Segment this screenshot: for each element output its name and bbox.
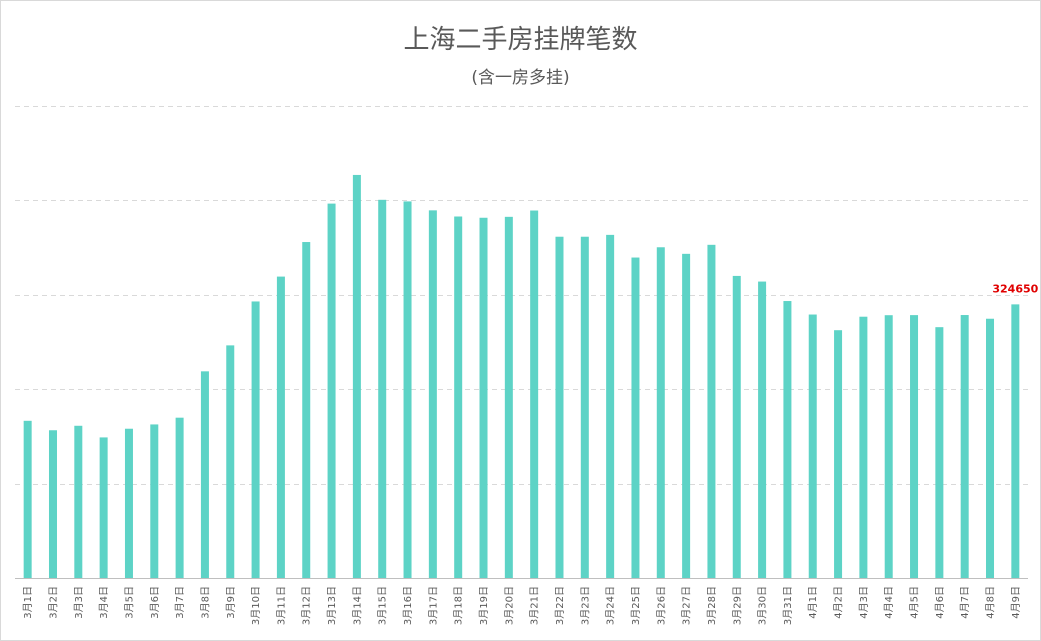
x-tick-label: 3月1日 — [22, 586, 34, 619]
x-tick-label: 3月16日 — [402, 586, 414, 625]
x-tick-label: 3月2日 — [47, 586, 59, 619]
bar-11 — [276, 276, 285, 578]
x-tick-label: 4月9日 — [1010, 586, 1022, 619]
bar-16 — [403, 201, 412, 578]
bar-18 — [454, 216, 463, 578]
bar-4 — [99, 437, 108, 578]
bar-19 — [479, 217, 488, 578]
bar-8 — [200, 371, 209, 578]
bar-14 — [352, 174, 361, 578]
x-tick-label: 3月13日 — [326, 586, 338, 625]
x-tick-label: 4月6日 — [934, 586, 946, 619]
bar-28 — [707, 244, 716, 578]
bar-26 — [656, 247, 665, 578]
x-tick-label: 3月18日 — [453, 586, 465, 625]
x-tick-label: 3月6日 — [149, 586, 161, 619]
x-tick-label: 3月7日 — [174, 586, 186, 619]
chart-title: 上海二手房挂牌笔数 — [403, 25, 638, 55]
bar-15 — [378, 199, 387, 578]
bar-38 — [960, 315, 969, 578]
x-tick-label: 3月20日 — [503, 586, 515, 625]
bar-20 — [504, 216, 513, 579]
x-tick-label: 3月30日 — [757, 586, 769, 625]
x-tick-label: 4月8日 — [985, 586, 997, 619]
x-tick-label: 3月15日 — [377, 586, 389, 625]
x-tick-label: 3月3日 — [73, 586, 85, 619]
x-tick-label: 3月27日 — [681, 586, 693, 625]
x-tick-label: 3月12日 — [301, 586, 313, 625]
x-tick-label: 3月4日 — [98, 586, 110, 619]
bar-10 — [251, 301, 260, 578]
x-tick-label: 4月5日 — [909, 586, 921, 619]
bar-5 — [124, 428, 133, 578]
bar-29 — [732, 275, 741, 578]
x-tick-label: 4月3日 — [858, 586, 870, 619]
bar-37 — [935, 327, 944, 578]
x-tick-label: 3月17日 — [427, 586, 439, 625]
x-tick-label: 3月9日 — [225, 586, 237, 619]
x-tick-label: 3月31日 — [782, 586, 794, 625]
x-tick-label: 4月1日 — [807, 586, 819, 619]
bar-17 — [428, 210, 437, 579]
x-tick-label: 4月4日 — [883, 586, 895, 619]
bar-1 — [23, 420, 32, 578]
bar-32 — [808, 314, 817, 578]
bar-33 — [834, 330, 843, 578]
bar-2 — [48, 430, 57, 578]
x-tick-label: 3月28日 — [706, 586, 718, 625]
bar-6 — [150, 424, 159, 578]
x-tick-label: 3月8日 — [199, 586, 211, 619]
x-tick-label: 4月2日 — [833, 586, 845, 619]
x-tick-label: 3月10日 — [250, 586, 262, 625]
x-tick-label: 3月19日 — [478, 586, 490, 625]
bar-23 — [580, 236, 589, 578]
bar-3 — [74, 425, 83, 578]
x-tick-label: 4月7日 — [959, 586, 971, 619]
chart-subtitle: (含一房多挂) — [471, 68, 570, 88]
bar-40 — [1011, 304, 1020, 578]
x-tick-label: 3月21日 — [529, 586, 541, 625]
x-tick-label: 3月23日 — [579, 586, 591, 625]
bar-27 — [682, 253, 691, 578]
x-tick-label: 3月24日 — [605, 586, 617, 625]
bar-21 — [530, 210, 539, 578]
bar-30 — [758, 281, 767, 578]
x-tick-label: 3月5日 — [123, 586, 135, 619]
x-tick-label: 3月26日 — [655, 586, 667, 625]
bar-25 — [631, 257, 640, 578]
bar-22 — [555, 236, 564, 578]
bar-39 — [986, 318, 995, 578]
bar-12 — [302, 242, 311, 578]
x-tick-label: 3月14日 — [351, 586, 363, 625]
bar-31 — [783, 301, 792, 578]
bar-7 — [175, 417, 184, 578]
x-tick-label: 3月29日 — [731, 586, 743, 625]
x-tick-label: 3月11日 — [275, 586, 287, 625]
data-label: 324650 — [992, 282, 1038, 295]
bar-13 — [327, 203, 336, 579]
bar-36 — [910, 315, 919, 578]
x-tick-label: 3月22日 — [554, 586, 566, 625]
bar-24 — [606, 234, 615, 578]
bar-34 — [859, 316, 868, 578]
bar-35 — [884, 315, 893, 578]
x-tick-label: 3月25日 — [630, 586, 642, 625]
bar-9 — [226, 345, 235, 578]
